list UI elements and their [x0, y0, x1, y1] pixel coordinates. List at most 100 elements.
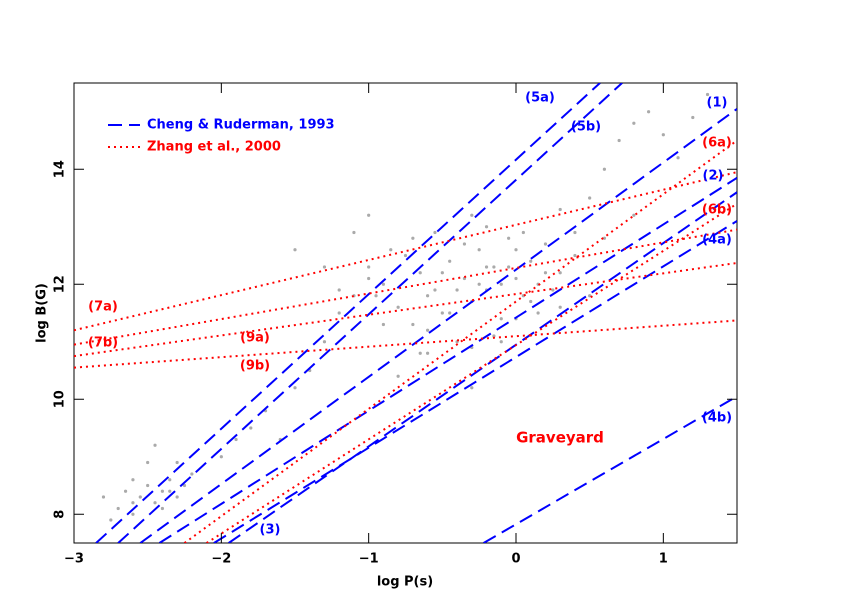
- pulsar-point: [543, 271, 548, 275]
- pulsar-point: [705, 92, 710, 97]
- pulsar-point: [396, 374, 400, 378]
- pulsar-point: [507, 236, 511, 240]
- pulsar-point: [514, 276, 518, 281]
- pulsar-point: [440, 311, 444, 315]
- pulsar-point: [411, 322, 415, 327]
- y-tick-label: 14: [53, 160, 68, 178]
- pulsar-point: [381, 322, 385, 327]
- pulsar-point: [146, 460, 150, 465]
- pulsar-point: [418, 271, 422, 275]
- pulsar-point: [182, 483, 187, 488]
- death-line: [139, 108, 737, 543]
- line-label: (4b): [702, 411, 732, 426]
- y-tick-label: 8: [53, 510, 68, 519]
- pulsar-point: [249, 426, 253, 430]
- pulsar-point: [116, 506, 120, 511]
- pulsar-point: [123, 489, 128, 493]
- pulsar-point: [558, 305, 562, 309]
- pulsar-point: [131, 501, 135, 505]
- pulsar-point: [337, 288, 341, 292]
- line-label: (9a): [240, 331, 270, 346]
- pulsar-point: [433, 288, 437, 292]
- pulsar-point: [160, 489, 164, 493]
- pulsar-point: [492, 265, 496, 269]
- pulsar-point: [293, 386, 297, 390]
- pulsar-point: [477, 282, 481, 286]
- death-line: [117, 83, 623, 543]
- pulsar-point: [477, 248, 481, 252]
- line-label: (3): [260, 523, 281, 538]
- line-label: (5b): [571, 120, 601, 135]
- pulsar-point: [234, 437, 238, 442]
- pulsar-point: [647, 110, 651, 114]
- pulsar-point: [448, 259, 452, 263]
- x-axis-label: log P(s): [377, 575, 433, 590]
- death-line: [74, 319, 737, 369]
- pulsar-point: [418, 351, 422, 355]
- pulsar-point: [175, 495, 179, 499]
- x-tick-label: −2: [211, 552, 231, 567]
- death-line: [74, 261, 737, 358]
- line-label: (9b): [240, 359, 270, 374]
- pulsar-point: [219, 455, 223, 459]
- pulsar-point: [293, 248, 297, 252]
- legend-label: Zhang et al., 2000: [147, 140, 281, 155]
- pulsar-point: [131, 512, 135, 516]
- graveyard-annotation: Graveyard: [516, 429, 604, 447]
- pulsar-point: [499, 340, 503, 344]
- pulsar-point: [337, 311, 341, 315]
- pulsar-point: [109, 518, 113, 522]
- pulsar-point: [440, 271, 444, 275]
- pulsar-point: [529, 299, 533, 304]
- pulsar-point: [389, 248, 393, 252]
- pulsar-point: [146, 483, 150, 488]
- pulsar-point: [617, 138, 621, 143]
- pulsar-point: [367, 213, 371, 217]
- death-line: [483, 395, 737, 543]
- pulsar-point: [632, 213, 636, 217]
- y-tick-label: 10: [53, 390, 68, 408]
- pulsar-point: [462, 242, 467, 246]
- pulsar-point: [381, 282, 385, 286]
- x-tick-label: −1: [359, 552, 379, 567]
- pulsar-point: [168, 489, 172, 493]
- pulsar-point: [514, 248, 518, 252]
- x-tick-label: 1: [659, 552, 668, 567]
- pulsar-point: [322, 265, 327, 269]
- plot-area: [74, 83, 737, 543]
- pulsar-point: [433, 230, 437, 235]
- pulsar-point: [374, 294, 378, 298]
- pulsar-point: [558, 271, 562, 275]
- pulsar-point: [602, 236, 607, 240]
- pulsar-point: [153, 443, 157, 447]
- death-line: [74, 171, 737, 332]
- pulsar-point: [536, 311, 540, 315]
- pulsar-point: [470, 386, 474, 390]
- pulsar-point: [573, 253, 577, 258]
- line-label: (5a): [525, 91, 555, 106]
- pulsar-point: [168, 478, 172, 482]
- pulsar-point: [190, 472, 194, 476]
- pulsar-point: [484, 265, 489, 269]
- pulsar-point: [573, 230, 577, 235]
- pulsar-point: [175, 460, 179, 465]
- pulsar-point: [632, 121, 636, 125]
- pulsar-point: [521, 230, 525, 235]
- pulsar-point: [322, 340, 327, 344]
- pulsar-point: [558, 207, 562, 212]
- pulsar-point: [551, 288, 555, 292]
- pulsar-point: [426, 294, 430, 298]
- pulsar-point: [455, 288, 459, 292]
- pulsar-point: [507, 265, 511, 269]
- pulsar-point: [484, 225, 489, 229]
- y-axis-label: log B(G): [35, 283, 50, 343]
- y-tick-label: 12: [53, 275, 68, 293]
- pulsar-point: [153, 501, 157, 505]
- line-label: (7b): [88, 336, 118, 351]
- pulsar-point: [588, 196, 592, 200]
- death-line: [158, 177, 737, 543]
- pulsar-point: [352, 230, 356, 235]
- pulsar-point: [602, 167, 607, 171]
- pulsar-point: [529, 259, 533, 263]
